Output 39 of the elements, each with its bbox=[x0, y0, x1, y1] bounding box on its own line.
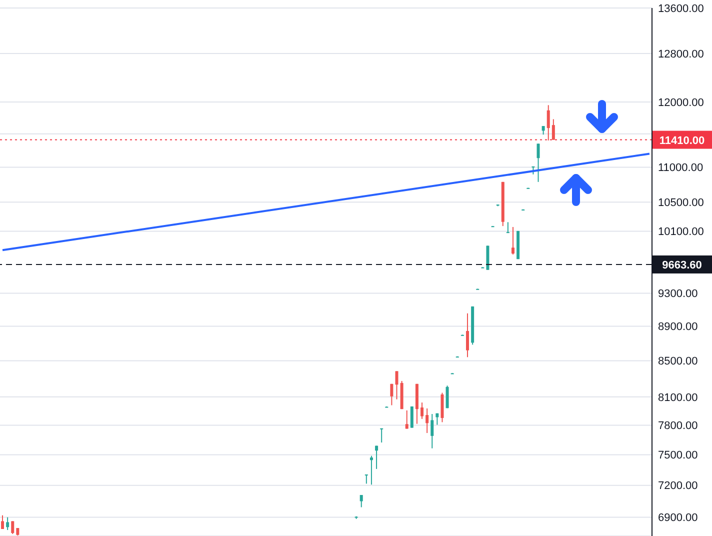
candlestick bbox=[506, 222, 510, 234]
candlestick bbox=[360, 494, 363, 508]
y-tick-label: 10500.00 bbox=[658, 197, 704, 210]
y-tick-label: 10100.00 bbox=[658, 226, 704, 238]
y-tick-label: 8100.00 bbox=[658, 392, 698, 404]
candlestick bbox=[511, 226, 514, 255]
y-tick-label: 11000.00 bbox=[658, 162, 704, 174]
candlestick bbox=[552, 118, 555, 140]
candlestick bbox=[390, 383, 394, 406]
candlestick bbox=[440, 392, 444, 423]
candlestick bbox=[420, 402, 424, 420]
candlestick bbox=[410, 406, 414, 428]
candlestick bbox=[1, 514, 4, 530]
candlestick bbox=[405, 410, 408, 430]
ref-line-label: 11410.00 bbox=[659, 134, 705, 147]
candlestick bbox=[546, 104, 550, 141]
candlestick bbox=[380, 428, 384, 443]
y-tick-label: 8900.00 bbox=[658, 321, 698, 334]
candlestick bbox=[370, 455, 373, 486]
y-tick-label: 8500.00 bbox=[658, 356, 698, 368]
y-tick-label: 12000.00 bbox=[658, 96, 704, 109]
candlestick bbox=[364, 474, 368, 484]
candlestick bbox=[426, 408, 429, 434]
y-tick-label: 7800.00 bbox=[658, 420, 698, 432]
candlestick bbox=[446, 385, 449, 409]
candlestick bbox=[466, 312, 470, 358]
candlestick bbox=[11, 520, 14, 534]
y-tick-label: 9300.00 bbox=[658, 288, 698, 300]
y-tick-label: 6900.00 bbox=[658, 512, 698, 524]
ref-line-label: 9663.60 bbox=[662, 259, 702, 272]
y-tick-label: 7200.00 bbox=[658, 480, 698, 492]
y-tick-label: 12800.00 bbox=[658, 48, 704, 60]
candlestick bbox=[375, 445, 378, 470]
candlestick bbox=[6, 516, 10, 530]
candlestick bbox=[536, 143, 540, 182]
y-tick-label: 13600.00 bbox=[658, 2, 704, 15]
candlestick bbox=[395, 370, 398, 400]
y-tick-label: 7500.00 bbox=[658, 450, 698, 462]
candlestick bbox=[430, 413, 434, 449]
